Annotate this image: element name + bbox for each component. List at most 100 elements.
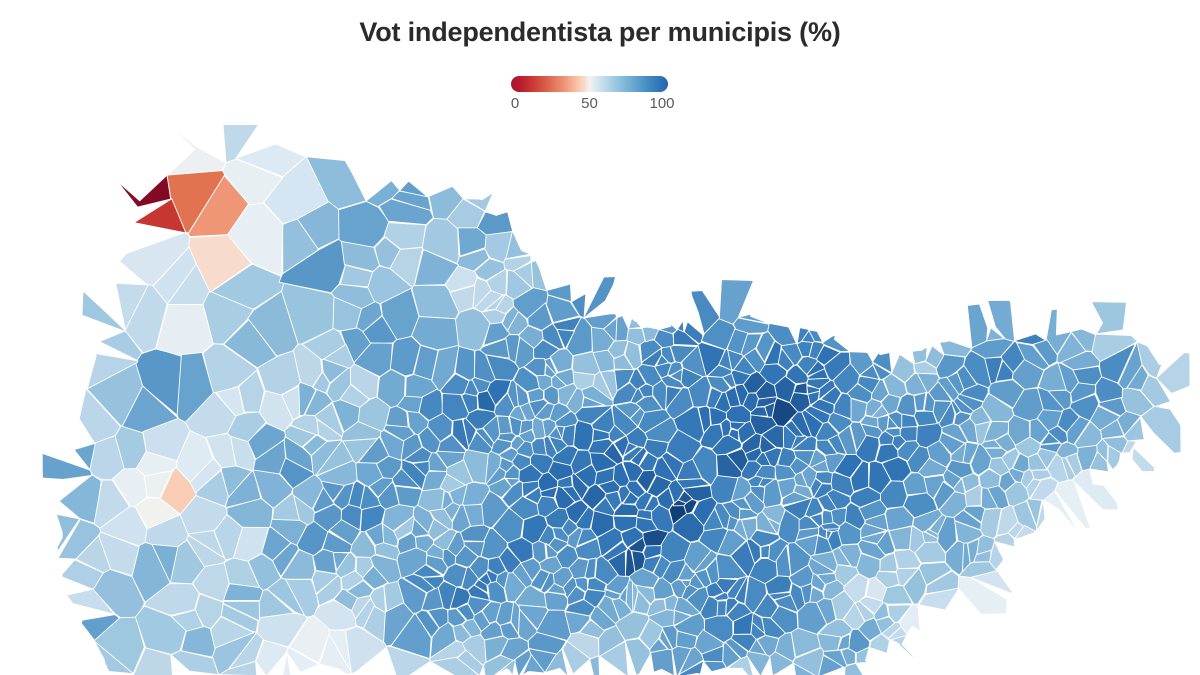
municipality-polygon bbox=[589, 655, 601, 675]
municipality-polygon bbox=[323, 343, 355, 369]
municipality-polygon bbox=[473, 579, 489, 594]
municipality-polygon bbox=[588, 438, 614, 454]
municipality-polygon bbox=[766, 517, 781, 536]
municipality-polygon bbox=[413, 249, 460, 286]
municipality-polygon bbox=[340, 570, 364, 591]
municipality-polygon bbox=[55, 513, 81, 552]
municipality-polygon bbox=[669, 344, 698, 364]
municipality-polygon bbox=[737, 313, 771, 325]
choropleth-map bbox=[0, 125, 1200, 675]
municipality-polygon bbox=[314, 401, 344, 438]
municipality-polygon bbox=[804, 497, 824, 518]
municipality-polygon bbox=[345, 626, 388, 675]
page-title: Vot independentista per municipis (%) bbox=[359, 17, 841, 47]
municipality-polygon bbox=[432, 528, 458, 551]
municipality-polygon bbox=[844, 662, 864, 675]
municipality-polygon bbox=[421, 587, 444, 612]
municipality-polygon bbox=[288, 614, 330, 664]
municipality-polygon bbox=[672, 512, 705, 543]
municipality-polygon bbox=[391, 467, 422, 489]
municipality-polygon bbox=[643, 495, 660, 512]
municipality-polygon bbox=[938, 401, 956, 429]
municipality-polygon bbox=[944, 540, 965, 576]
municipality-polygon bbox=[810, 572, 826, 592]
municipality-polygon bbox=[92, 568, 145, 619]
municipality-polygon bbox=[189, 457, 222, 494]
municipality-polygon bbox=[220, 465, 253, 498]
municipality-polygon bbox=[887, 411, 903, 430]
municipality-polygon bbox=[380, 287, 420, 341]
municipality-polygon bbox=[665, 385, 683, 411]
municipality-polygon bbox=[463, 192, 494, 212]
municipality-polygon bbox=[957, 575, 1008, 615]
municipality-polygon bbox=[159, 466, 197, 515]
municipality-polygon bbox=[210, 616, 255, 649]
municipality-polygon bbox=[826, 489, 852, 510]
municipality-polygon bbox=[988, 457, 1011, 477]
municipality-polygon bbox=[613, 502, 639, 516]
municipality-polygon bbox=[583, 276, 617, 319]
municipality-polygon bbox=[1029, 477, 1059, 502]
municipality-polygon bbox=[733, 611, 754, 635]
municipality-polygon bbox=[987, 485, 1010, 510]
municipality-polygon bbox=[837, 521, 862, 546]
municipality-polygon bbox=[817, 618, 853, 638]
municipality-polygon bbox=[312, 548, 337, 575]
municipality-polygon bbox=[675, 630, 698, 650]
municipality-polygon bbox=[913, 410, 938, 427]
municipality-polygon bbox=[630, 446, 648, 467]
municipality-polygon bbox=[518, 463, 544, 484]
municipality-polygon bbox=[1070, 328, 1097, 353]
municipality-polygon bbox=[876, 529, 896, 556]
municipality-polygon bbox=[1007, 414, 1031, 446]
municipality-polygon bbox=[1139, 374, 1171, 408]
municipality-polygon bbox=[1066, 416, 1091, 446]
municipality-polygon bbox=[858, 364, 880, 380]
municipality-polygon bbox=[176, 351, 214, 423]
municipality-polygon bbox=[531, 437, 547, 456]
municipality-polygon bbox=[1098, 397, 1127, 417]
municipality-polygon bbox=[914, 541, 947, 564]
municipality-polygon bbox=[755, 330, 776, 363]
municipality-polygon bbox=[855, 646, 870, 664]
municipality-polygon bbox=[1089, 451, 1109, 473]
municipality-polygon bbox=[401, 459, 427, 491]
municipality-polygon bbox=[603, 317, 618, 342]
municipality-polygon bbox=[826, 530, 833, 541]
municipality-polygon bbox=[987, 299, 1015, 342]
municipality-polygon bbox=[822, 509, 834, 525]
municipality-polygon bbox=[827, 434, 847, 455]
municipality-polygon bbox=[638, 452, 659, 472]
municipality-polygon bbox=[574, 405, 613, 425]
municipality-polygon bbox=[936, 376, 960, 402]
municipality-polygon bbox=[1100, 418, 1125, 440]
municipality-polygon bbox=[1046, 454, 1069, 484]
municipality-polygon bbox=[188, 530, 225, 559]
municipality-polygon bbox=[383, 222, 427, 250]
municipality-polygon bbox=[282, 651, 292, 675]
municipality-polygon bbox=[430, 656, 479, 675]
municipality-polygon bbox=[846, 383, 873, 404]
municipality-polygon bbox=[1065, 452, 1083, 478]
municipality-polygon bbox=[546, 282, 572, 303]
municipality-polygon bbox=[499, 457, 514, 473]
municipality-polygon bbox=[167, 125, 227, 176]
municipality-polygon bbox=[768, 537, 790, 563]
municipality-polygon bbox=[613, 354, 635, 371]
municipality-polygon bbox=[626, 536, 646, 553]
municipality-polygon bbox=[1043, 490, 1080, 534]
legend-tick-labels: 0 50 100 bbox=[511, 95, 675, 115]
municipality-polygon bbox=[312, 371, 331, 394]
municipality-polygon bbox=[887, 626, 909, 641]
municipality-polygon bbox=[850, 421, 868, 452]
municipality-polygon bbox=[481, 601, 502, 624]
municipality-polygon bbox=[913, 392, 927, 412]
municipality-polygon bbox=[808, 329, 824, 343]
municipality-polygon bbox=[463, 379, 479, 397]
legend: 0 50 100 bbox=[511, 76, 675, 115]
municipality-polygon bbox=[759, 434, 777, 453]
municipality-polygon bbox=[989, 541, 1005, 571]
municipality-polygon bbox=[808, 449, 827, 468]
municipality-polygon bbox=[284, 424, 317, 448]
municipality-polygon bbox=[992, 532, 1015, 548]
